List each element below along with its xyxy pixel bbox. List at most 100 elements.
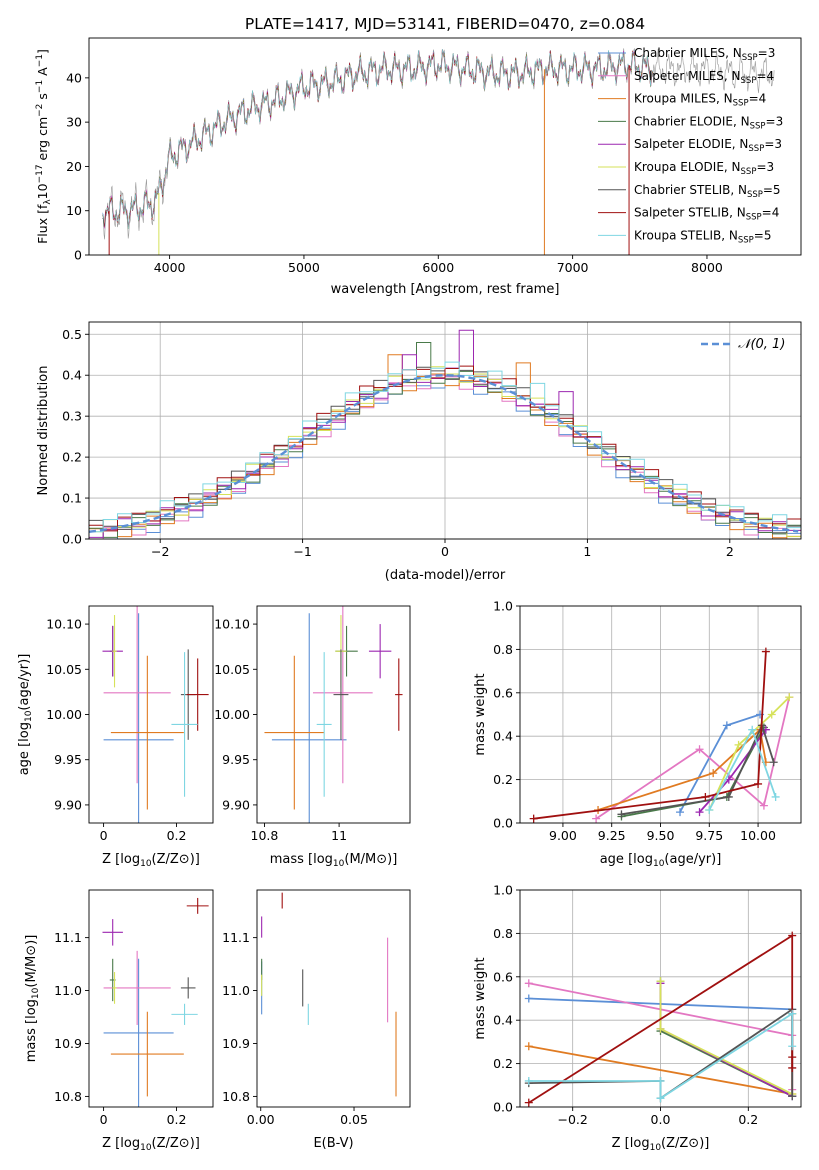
legend-base: Chabrier STELIB, N bbox=[634, 183, 747, 197]
age_vs_mass-ytick-label: 9.95 bbox=[222, 752, 250, 767]
massweight_vs_Z-ytick-label: 0.8 bbox=[493, 926, 513, 941]
mass_vs_EBV-frame bbox=[256, 889, 411, 1108]
mass_vs_Z-ylabel-rest: (M/M⊙)] bbox=[24, 935, 39, 988]
massweight_vs_age-point-salpeter_stelib bbox=[529, 814, 538, 823]
residuals-hist-chabrier_elodie bbox=[89, 342, 801, 538]
spectrum-ytick-label: 20 bbox=[66, 159, 82, 174]
spectrum-xtick-label: 4000 bbox=[154, 260, 186, 275]
age_vs_Z-ytick-label: 10.05 bbox=[46, 662, 82, 677]
residuals-ytick-label: 0.0 bbox=[62, 532, 82, 547]
massweight_vs_Z-point-chabrier_miles bbox=[524, 994, 533, 1003]
legend-sub: SSP bbox=[750, 121, 766, 131]
massweight_vs_age-point-chabrier_miles bbox=[676, 808, 685, 817]
massweight_vs_age-frame-group: 9.00 9.25 9.50 9.75 10.00 0.0 0.2 0.4 0.6 0.8 1.0 a… bbox=[473, 599, 802, 869]
massweight_vs_age-line-salpeter_miles bbox=[595, 696, 791, 820]
massweight_vs_age-xlabel-rest: (age/yr)] bbox=[664, 852, 721, 867]
massweight_vs_Z-point-salpeter_stelib bbox=[788, 931, 797, 940]
mass_vs_EBV-ytick-label: 11.1 bbox=[222, 930, 250, 945]
mass_vs_Z-ytick-label: 10.9 bbox=[54, 1036, 82, 1051]
age_vs_mass-marks bbox=[264, 606, 403, 823]
massweight_vs_Z-xtick-label: 0.0 bbox=[651, 1112, 671, 1127]
massweight_vs_Z-ytick-label: 1.0 bbox=[493, 883, 513, 898]
spectrum-legend-label: Kroupa ELODIE, NSSP=3 bbox=[634, 160, 774, 177]
spectrum-model-line-kroupa_stelib bbox=[106, 48, 654, 229]
massweight_vs_age-point-kroupa_elodie bbox=[785, 693, 794, 702]
age_vs_mass-xlabel: mass [log10(M/M⊙)] bbox=[270, 852, 398, 869]
legend-sub: SSP bbox=[733, 99, 749, 109]
spectrum-xlabel: wavelength [Angstrom, rest frame] bbox=[331, 282, 560, 297]
massweight_vs_Z-xtick-label: 0.2 bbox=[738, 1112, 758, 1127]
massweight_vs_age-xlabel: age [log10(age/yr)] bbox=[600, 852, 722, 869]
massweight_vs_Z-xlabel: Z [log10(Z/Z⊙)] bbox=[612, 1136, 710, 1153]
age_vs_mass-ytick-label: 9.90 bbox=[222, 797, 250, 812]
massweight_vs_age-point-kroupa_elodie bbox=[767, 710, 776, 719]
mass_vs_EBV-ytick-label: 10.8 bbox=[222, 1089, 250, 1104]
residuals-ylabel: Normed distribution bbox=[36, 366, 51, 496]
mass_vs_EBV-xlabel: E(B-V) bbox=[313, 1136, 353, 1151]
age_vs_Z-xlabel-log: log bbox=[120, 852, 140, 867]
mass_vs_Z-ylabel: mass [log10(M/M⊙)] bbox=[24, 935, 41, 1063]
age_vs_Z-xlabel-rest: (Z/Z⊙)] bbox=[152, 852, 200, 867]
legend-base: Kroupa STELIB, N bbox=[634, 228, 738, 242]
massweight_vs_age-ytick-label: 0.2 bbox=[493, 772, 513, 787]
massweight_vs_Z-point-salpeter_stelib bbox=[524, 1098, 533, 1107]
residuals-ytick-label: 0.1 bbox=[62, 491, 82, 506]
mass_vs_Z-xlabel-sub: 10 bbox=[140, 1143, 152, 1153]
massweight_vs_Z-marks bbox=[524, 931, 797, 1107]
residuals-ytick-label: 0.2 bbox=[62, 450, 82, 465]
age_vs_Z-ylabel-rest: (age/yr)] bbox=[17, 654, 32, 711]
spectrum-model-line-kroupa_elodie bbox=[106, 49, 654, 230]
spectrum-ylabel-e: erg cm bbox=[35, 117, 50, 165]
massweight_vs_age-xlabel-log: log bbox=[633, 852, 653, 867]
massweight_vs_Z-point-kroupa_stelib bbox=[656, 1076, 665, 1085]
massweight_vs_age-point-kroupa_stelib bbox=[705, 805, 714, 814]
age_vs_Z-xtick-label: 0.2 bbox=[167, 828, 187, 843]
massweight_vs_age-point-chabrier_stelib bbox=[617, 810, 626, 819]
spectrum-xtick-label: 5000 bbox=[288, 260, 320, 275]
legend-base: Chabrier ELODIE, N bbox=[634, 114, 750, 128]
residuals-xlabel: (data-model)/error bbox=[385, 568, 506, 583]
massweight_vs_Z-point-kroupa_miles bbox=[524, 1042, 533, 1051]
age_vs_Z-ytick-label: 9.90 bbox=[54, 797, 82, 812]
residuals-xtick-label: 2 bbox=[726, 544, 734, 559]
massweight_vs_Z-point-salpeter_stelib bbox=[788, 1063, 797, 1072]
massweight_vs_age-point-kroupa_elodie bbox=[734, 740, 743, 749]
legend-base: Kroupa MILES, N bbox=[634, 92, 733, 106]
age_vs_Z-ytick-label: 10.10 bbox=[46, 617, 82, 632]
mass_vs_EBV-ytick-label: 11.0 bbox=[222, 983, 250, 998]
massweight_vs_age-point-kroupa_stelib bbox=[748, 725, 757, 734]
mass_vs_Z-ylabel-sub: 10 bbox=[31, 987, 41, 999]
massweight_vs_age-line-chabrier_stelib bbox=[621, 722, 775, 816]
mass_vs_EBV-marks bbox=[261, 892, 397, 1097]
legend-sub: SSP bbox=[738, 235, 754, 245]
massweight_vs_age-ytick-label: 0.0 bbox=[493, 816, 513, 831]
massweight_vs_Z-ytick-label: 0.6 bbox=[493, 969, 513, 984]
mass_vs_Z-xlabel-log: log bbox=[120, 1136, 140, 1151]
residuals-xtick-label: 1 bbox=[583, 544, 591, 559]
residuals-frame-group: −2 −1 0 1 2 0.0 0.1 0.2 0.3 0.4 0.5 (data-model)/er… bbox=[36, 321, 802, 583]
spectrum-legend-label: Kroupa STELIB, NSSP=5 bbox=[634, 228, 772, 245]
massweight_vs_Z-ytick-label: 0.0 bbox=[493, 1100, 513, 1115]
legend-base: Salpeter MILES, N bbox=[634, 69, 741, 83]
age_vs_mass-xtick-label: 11 bbox=[331, 828, 347, 843]
age_vs_Z-ylabel-sub: 10 bbox=[24, 710, 34, 722]
mass_vs_Z-xlabel-text: Z [ bbox=[102, 1136, 120, 1151]
massweight_vs_Z-frame-group: −0.2 0.0 0.2 0.0 0.2 0.4 0.6 0.8 1.0 Z [log10(Z/Z… bbox=[473, 883, 802, 1153]
legend-sub: SSP bbox=[747, 190, 763, 200]
legend-base: Chabrier MILES, N bbox=[634, 46, 742, 60]
legend-tail: =4 bbox=[756, 69, 774, 83]
mass_vs_Z-ytick-label: 11.0 bbox=[54, 983, 82, 998]
massweight_vs_Z-xlabel-log: log bbox=[630, 1136, 650, 1151]
mass_vs_Z-ytick-label: 10.8 bbox=[54, 1089, 82, 1104]
spectrum-legend-label: Chabrier STELIB, NSSP=5 bbox=[634, 183, 781, 200]
massweight_vs_age-xtick-label: 9.25 bbox=[598, 828, 626, 843]
massweight_vs_Z-point-kroupa_elodie bbox=[656, 1024, 665, 1033]
spectrum-marks bbox=[102, 48, 775, 255]
massweight_vs_Z-ytick-label: 0.2 bbox=[493, 1056, 513, 1071]
age_vs_mass-frame-group: 10.8 11 9.90 9.95 10.00 10.05 10.10 mass [log10… bbox=[214, 605, 411, 869]
spectrum-ylabel-b: λ bbox=[43, 199, 53, 205]
massweight_vs_Z-point-kroupa_stelib bbox=[788, 1042, 797, 1051]
mass_vs_Z-xlabel-rest: (Z/Z⊙)] bbox=[152, 1136, 200, 1151]
legend-sub: SSP bbox=[741, 76, 757, 86]
